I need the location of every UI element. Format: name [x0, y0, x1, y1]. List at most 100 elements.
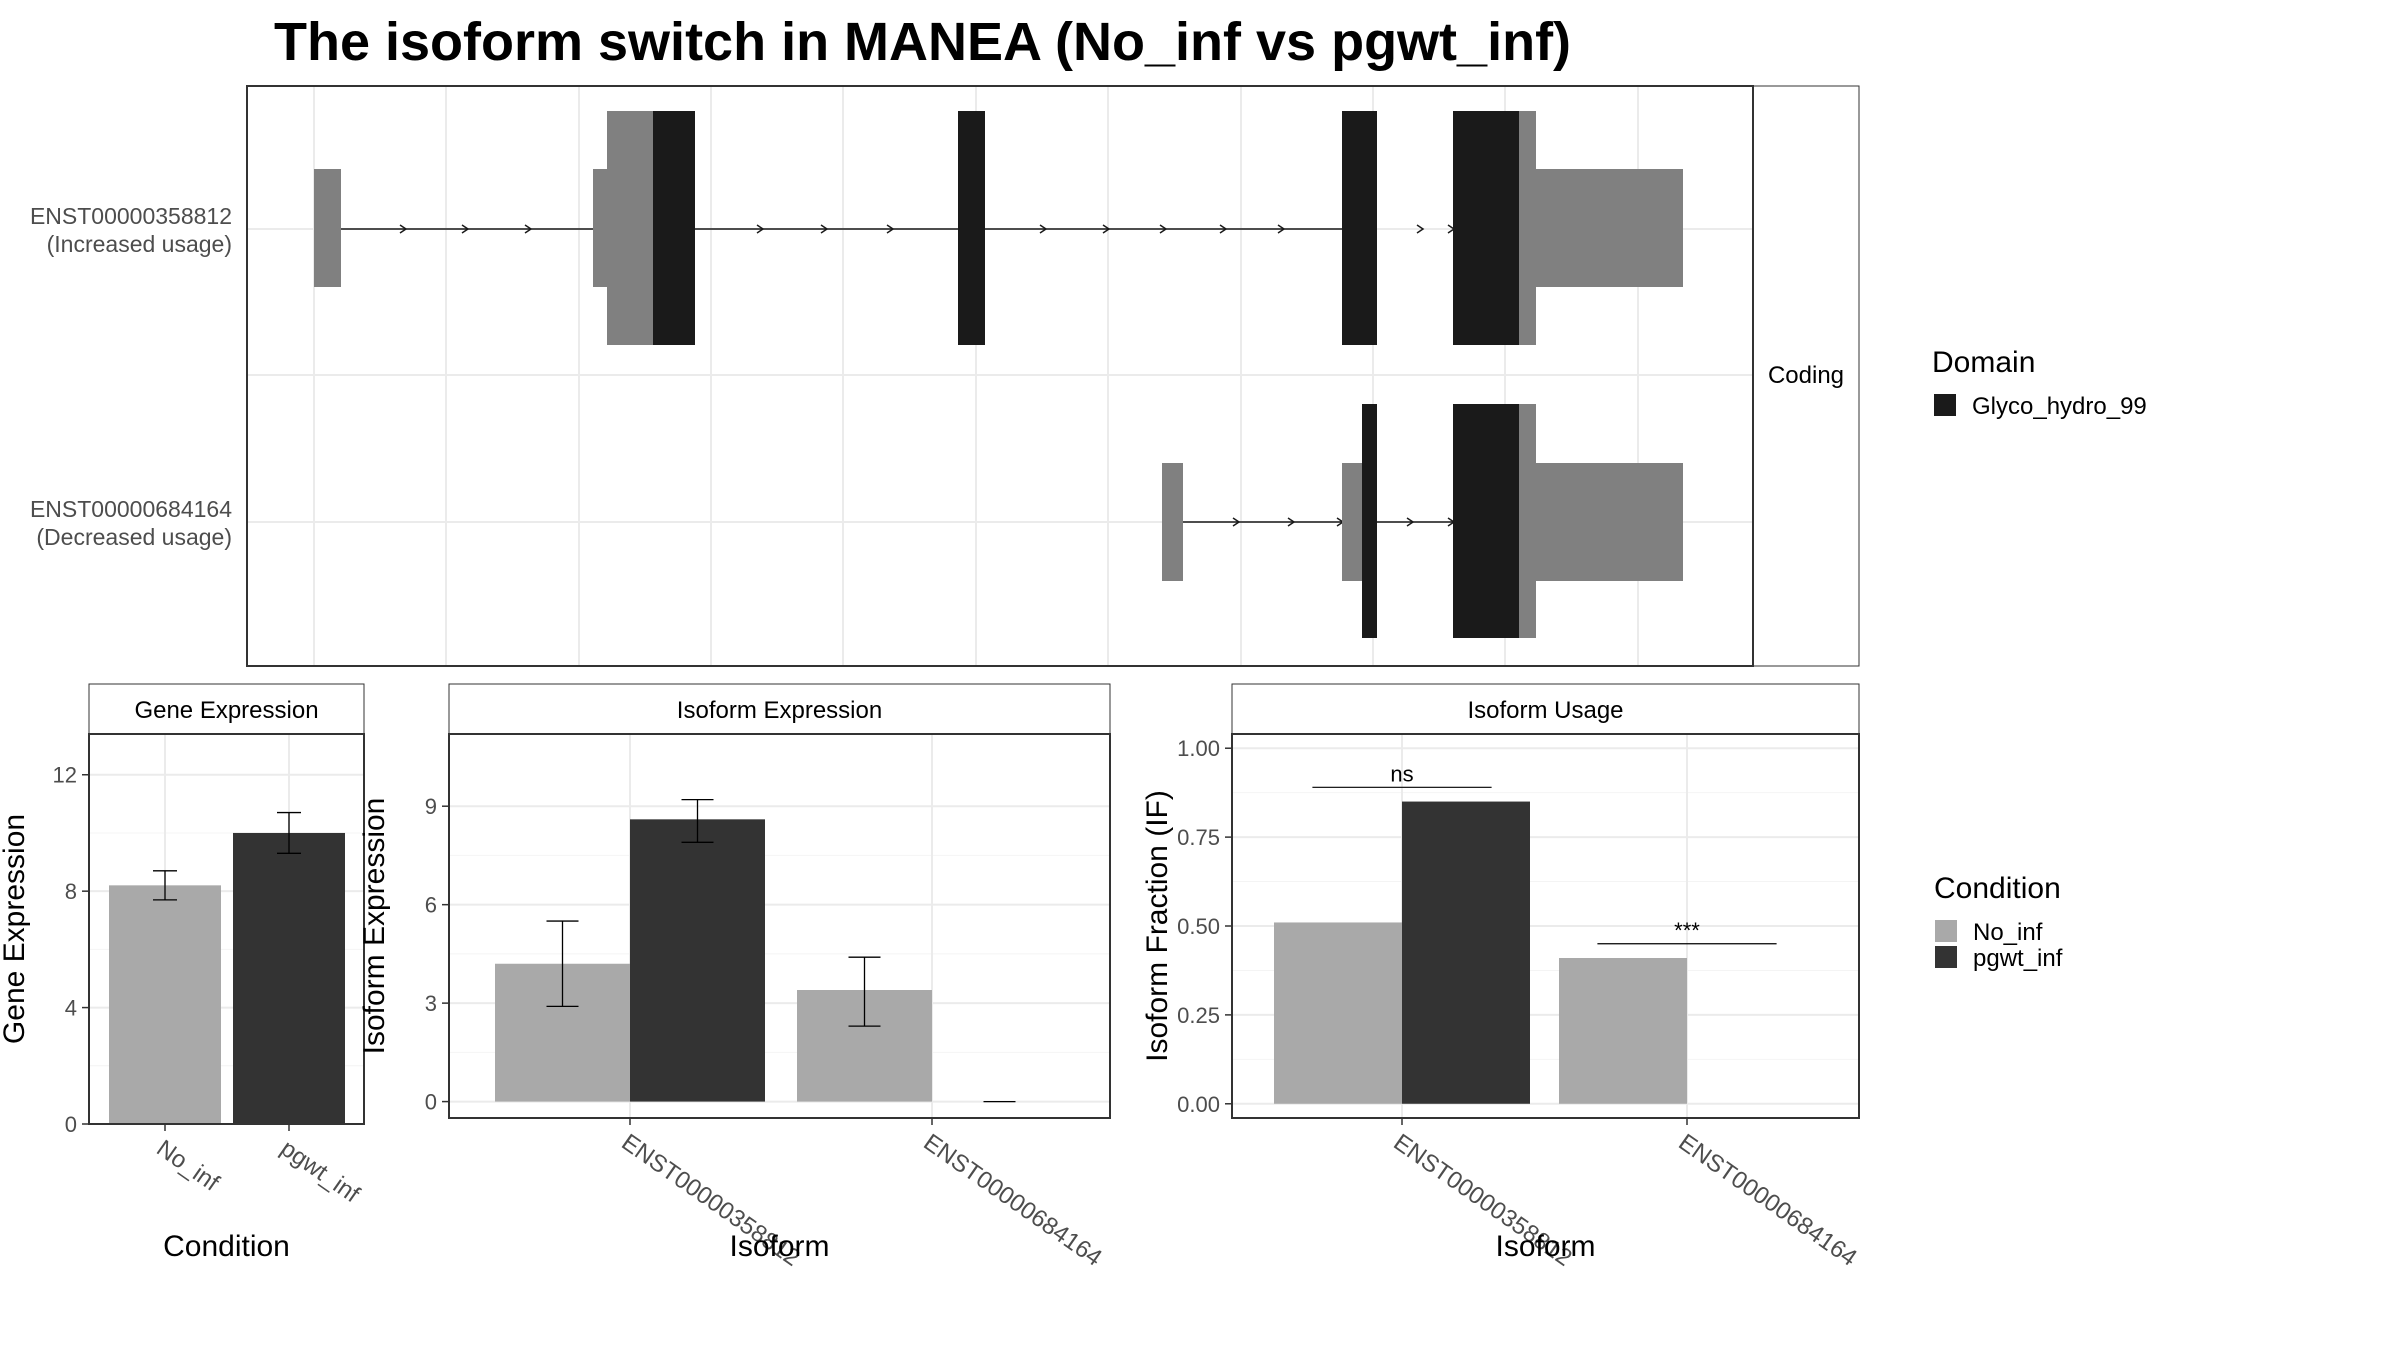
intron-arrows — [1232, 517, 1456, 527]
error-bar — [848, 956, 881, 1027]
legend-label: pgwt_inf — [1973, 945, 2063, 972]
isoform-model-ENST00000358812 — [314, 111, 1683, 345]
legend-title: Condition — [1934, 872, 2061, 905]
utr-exon — [1519, 404, 1536, 638]
legend-key-no-inf — [1935, 920, 1957, 942]
domain-exon — [1342, 111, 1377, 345]
significance-label: *** — [1674, 918, 1700, 943]
figure-title: The isoform switch in MANEA (No_inf vs p… — [274, 12, 1571, 72]
y-tick-label: 0.00 — [1177, 1092, 1220, 1117]
intron-arrow — [461, 224, 470, 234]
x-tick-label: No_inf — [152, 1135, 225, 1197]
intron-arrow — [1039, 224, 1048, 234]
utr-exon — [1536, 169, 1683, 287]
y-tick-label: 0.50 — [1177, 914, 1220, 939]
intron-arrow — [886, 224, 895, 234]
intron-arrow — [1102, 224, 1111, 234]
x-axis-title: Isoform — [1495, 1230, 1595, 1263]
y-tick-label: 8 — [65, 879, 77, 904]
intron-arrow — [1287, 517, 1296, 527]
intron-arrow — [1232, 517, 1241, 527]
y-tick-label: 0 — [425, 1090, 437, 1115]
isoform-label: ENST00000684164 — [30, 496, 232, 522]
x-tick-label: ENST00000684164 — [1674, 1129, 1862, 1272]
y-tick-label: 12 — [53, 763, 77, 788]
error-bar — [546, 920, 579, 1008]
structure-panel: Coding ENST00000358812 (Increased usage)… — [30, 85, 1860, 667]
panel-border — [1231, 733, 1860, 1119]
panel-strip — [88, 683, 365, 735]
y-tick-label: 4 — [65, 996, 77, 1021]
intron-arrow — [524, 224, 533, 234]
utr-exon — [1342, 463, 1362, 581]
isoform-label: ENST00000358812 — [30, 203, 232, 229]
domain-exon — [1362, 404, 1377, 638]
panel-title: Isoform Expression — [677, 697, 882, 724]
y-axis-title: Gene Expression — [0, 814, 31, 1044]
intron-arrow — [1416, 224, 1425, 234]
y-tick-label: 1.00 — [1177, 736, 1220, 761]
y-axis-title: Isoform Fraction (IF) — [1141, 790, 1174, 1062]
intron-arrow — [756, 224, 765, 234]
panel-strip — [448, 683, 1111, 735]
error-bar — [153, 870, 177, 901]
y-tick-label: 0.25 — [1177, 1003, 1220, 1028]
intron-arrow — [399, 224, 408, 234]
utr-exon — [314, 169, 341, 287]
intron-arrow — [1219, 224, 1228, 234]
isoform-usage-panel: Isoform Usage 0.00 0.25 0.50 0.75 1.00 ns *** EN… — [1141, 683, 1862, 1272]
y-tick-label: 9 — [425, 794, 437, 819]
panel-border — [88, 733, 365, 1125]
bar-No_inf — [109, 885, 221, 1124]
panel-title: Gene Expression — [134, 697, 318, 724]
x-tick-label: ENST00000684164 — [919, 1129, 1107, 1272]
intron-arrow — [1406, 517, 1415, 527]
isoform-usage-label: (Decreased usage) — [36, 524, 232, 550]
intron-arrow — [1277, 224, 1286, 234]
y-tick-label: 0 — [65, 1112, 77, 1137]
utr-exon — [607, 111, 653, 345]
domain-exon — [1453, 111, 1519, 345]
intron-arrow — [820, 224, 829, 234]
bar-pgwt_inf — [233, 832, 345, 1124]
panel-title: Isoform Usage — [1467, 697, 1623, 724]
facet-label: Coding — [1768, 362, 1844, 389]
utr-exon — [593, 169, 607, 287]
utr-exon — [1519, 111, 1536, 345]
x-axis-title: Condition — [163, 1230, 290, 1263]
legend-label: No_inf — [1973, 919, 2043, 946]
error-bar — [277, 811, 301, 854]
legend-title: Domain — [1932, 346, 2035, 379]
error-bar — [681, 798, 714, 843]
domain-exon — [958, 111, 985, 345]
x-axis-title: Isoform — [729, 1230, 829, 1263]
bar-pgwt_inf — [1402, 801, 1530, 1104]
bar-No_inf — [1274, 922, 1402, 1104]
domain-exon — [1453, 404, 1519, 638]
bar-No_inf — [1559, 958, 1687, 1104]
gene-expression-panel: Gene Expression 0 4 8 12 No_inf pgwt_inf Condit… — [0, 683, 365, 1263]
domain-legend: Domain Glyco_hydro_99 — [1932, 346, 2147, 420]
condition-legend: Condition No_inf pgwt_inf — [1934, 872, 2063, 972]
y-tick-label: 6 — [425, 893, 437, 918]
y-tick-label: 0.75 — [1177, 825, 1220, 850]
utr-exon — [1162, 463, 1183, 581]
legend-key-pgwt-inf — [1935, 946, 1957, 968]
isoform-usage-label: (Increased usage) — [47, 231, 232, 257]
significance-label: ns — [1390, 761, 1413, 786]
domain-exon — [653, 111, 695, 345]
panel-border — [448, 733, 1111, 1119]
facet-strip — [1752, 85, 1860, 667]
intron-arrow — [1159, 224, 1168, 234]
y-axis-title: Isoform Expression — [358, 798, 391, 1055]
utr-exon — [1536, 463, 1683, 581]
panel-strip — [1231, 683, 1860, 735]
legend-label: Glyco_hydro_99 — [1972, 393, 2147, 420]
isoform-model-ENST00000684164 — [1162, 404, 1683, 638]
y-tick-label: 3 — [425, 991, 437, 1016]
bar-pgwt_inf — [630, 819, 765, 1102]
x-tick-label: pgwt_inf — [276, 1135, 365, 1209]
legend-key — [1934, 394, 1956, 416]
